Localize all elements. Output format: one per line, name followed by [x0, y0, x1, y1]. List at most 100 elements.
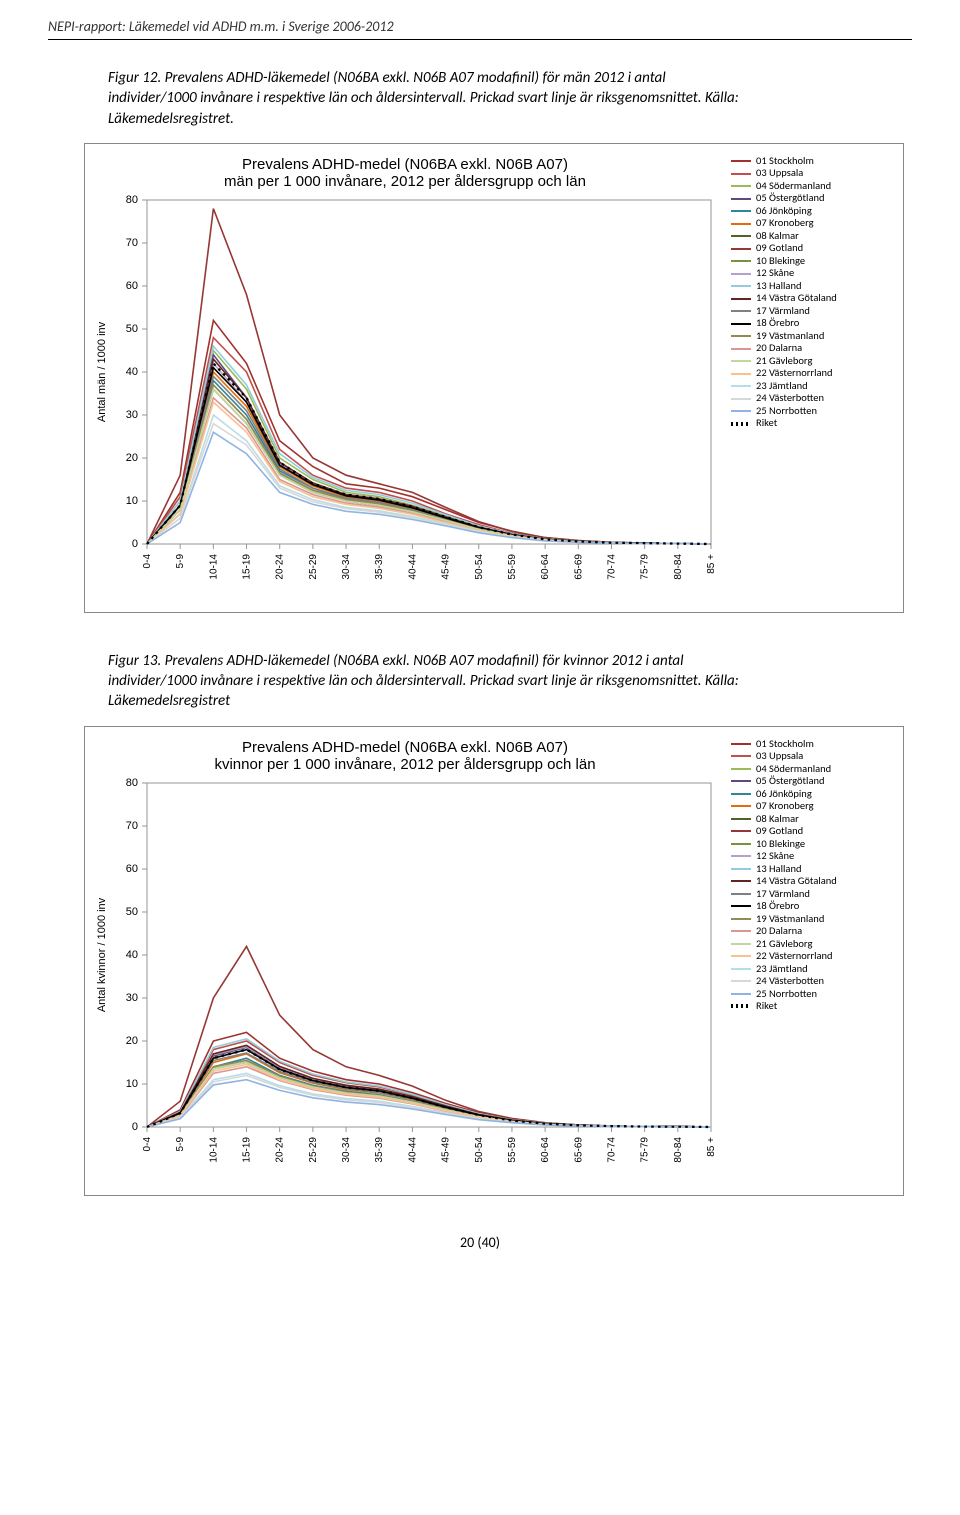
- legend-swatch: [731, 780, 751, 782]
- legend-swatch: [731, 173, 751, 175]
- legend-item: 22 Västernorrland: [731, 368, 893, 379]
- legend-label: 04 Södermanland: [756, 764, 831, 775]
- svg-text:85 +: 85 +: [706, 554, 717, 574]
- legend-swatch: [731, 743, 751, 745]
- svg-text:5-9: 5-9: [175, 553, 186, 568]
- legend-label: 20 Dalarna: [756, 343, 802, 354]
- legend-item: 14 Västra Götaland: [731, 293, 893, 304]
- legend-label: 19 Västmanland: [756, 331, 824, 342]
- legend-item: 07 Kronoberg: [731, 801, 893, 812]
- legend-label: 22 Västernorrland: [756, 368, 833, 379]
- legend-label: 04 Södermanland: [756, 181, 831, 192]
- svg-text:40: 40: [126, 949, 138, 961]
- svg-text:10: 10: [126, 1078, 138, 1090]
- legend-label: 21 Gävleborg: [756, 939, 812, 950]
- legend-label: 01 Stockholm: [756, 739, 814, 750]
- svg-text:40: 40: [126, 366, 138, 378]
- figure-12-caption: Figur 12. Prevalens ADHD-läkemedel (N06B…: [108, 68, 748, 129]
- legend-item: 17 Värmland: [731, 889, 893, 900]
- svg-text:20: 20: [126, 1035, 138, 1047]
- svg-text:35-39: 35-39: [374, 1136, 385, 1162]
- svg-text:20-24: 20-24: [275, 553, 286, 579]
- legend-item: 23 Jämtland: [731, 964, 893, 975]
- figure-13-title: Prevalens ADHD-medel (N06BA exkl. N06B A…: [85, 727, 725, 775]
- legend-label: 10 Blekinge: [756, 839, 805, 850]
- legend-item: 08 Kalmar: [731, 231, 893, 242]
- legend-swatch: [731, 348, 751, 350]
- chart-title-line1: Prevalens ADHD-medel (N06BA exkl. N06B A…: [242, 156, 568, 173]
- legend-swatch: [731, 880, 751, 882]
- legend-item: 24 Västerbotten: [731, 976, 893, 987]
- legend-label: Riket: [756, 1001, 777, 1012]
- legend-label: 05 Östergötland: [756, 193, 825, 204]
- legend-item: 14 Västra Götaland: [731, 876, 893, 887]
- legend-label: 17 Värmland: [756, 306, 810, 317]
- svg-text:30: 30: [126, 409, 138, 421]
- svg-text:45-49: 45-49: [441, 553, 452, 579]
- legend-swatch: [731, 930, 751, 932]
- legend-label: 22 Västernorrland: [756, 951, 833, 962]
- svg-text:75-79: 75-79: [640, 553, 651, 579]
- legend-swatch: [731, 422, 751, 426]
- legend-swatch: [731, 1004, 751, 1008]
- legend-item: 20 Dalarna: [731, 343, 893, 354]
- legend-item: 08 Kalmar: [731, 814, 893, 825]
- legend-swatch: [731, 410, 751, 412]
- legend-item: 13 Halland: [731, 864, 893, 875]
- legend-swatch: [731, 373, 751, 375]
- legend-item: 18 Örebro: [731, 318, 893, 329]
- legend-label: 14 Västra Götaland: [756, 293, 837, 304]
- legend-swatch: [731, 955, 751, 957]
- legend-item: 09 Gotland: [731, 243, 893, 254]
- legend-label: 12 Skåne: [756, 851, 794, 862]
- legend-item: 07 Kronoberg: [731, 218, 893, 229]
- legend-swatch: [731, 298, 751, 300]
- legend-label: 09 Gotland: [756, 826, 803, 837]
- figure-12-title: Prevalens ADHD-medel (N06BA exkl. N06B A…: [85, 144, 725, 192]
- svg-text:85 +: 85 +: [706, 1136, 717, 1156]
- legend-item: 06 Jönköping: [731, 789, 893, 800]
- legend-label: 25 Norrbotten: [756, 406, 817, 417]
- legend-item: 24 Västerbotten: [731, 393, 893, 404]
- svg-text:60-64: 60-64: [540, 553, 551, 579]
- svg-text:10-14: 10-14: [208, 1136, 219, 1162]
- legend-item: 25 Norrbotten: [731, 406, 893, 417]
- legend-swatch: [731, 235, 751, 237]
- legend-item: 17 Värmland: [731, 306, 893, 317]
- legend-item: 21 Gävleborg: [731, 356, 893, 367]
- svg-text:20: 20: [126, 452, 138, 464]
- figure-13-caption: Figur 13. Prevalens ADHD-läkemedel (N06B…: [108, 651, 748, 712]
- legend-swatch: [731, 248, 751, 250]
- legend-swatch: [731, 223, 751, 225]
- svg-text:60-64: 60-64: [540, 1136, 551, 1162]
- legend-swatch: [731, 805, 751, 807]
- header-rule: [48, 39, 912, 40]
- svg-text:0-4: 0-4: [142, 1136, 153, 1151]
- legend-item: 05 Östergötland: [731, 193, 893, 204]
- svg-text:65-69: 65-69: [573, 1136, 584, 1162]
- legend-label: 12 Skåne: [756, 268, 794, 279]
- legend-swatch: [731, 905, 751, 907]
- legend-item: 20 Dalarna: [731, 926, 893, 937]
- legend-item: 10 Blekinge: [731, 256, 893, 267]
- legend-swatch: [731, 968, 751, 970]
- svg-text:60: 60: [126, 863, 138, 875]
- legend-label: 23 Jämtland: [756, 381, 808, 392]
- legend-item: 22 Västernorrland: [731, 951, 893, 962]
- legend-item: 25 Norrbotten: [731, 989, 893, 1000]
- legend-item: 01 Stockholm: [731, 156, 893, 167]
- legend-swatch: [731, 868, 751, 870]
- figure-12: Prevalens ADHD-medel (N06BA exkl. N06B A…: [84, 143, 904, 613]
- legend-item: 21 Gävleborg: [731, 939, 893, 950]
- svg-text:25-29: 25-29: [308, 1136, 319, 1162]
- legend-item: 03 Uppsala: [731, 168, 893, 179]
- page-number: 20 (40): [48, 1234, 912, 1251]
- chart-title-line1-b: Prevalens ADHD-medel (N06BA exkl. N06B A…: [242, 739, 568, 756]
- legend-swatch: [731, 185, 751, 187]
- legend-item: 10 Blekinge: [731, 839, 893, 850]
- svg-text:35-39: 35-39: [374, 553, 385, 579]
- svg-text:15-19: 15-19: [242, 553, 253, 579]
- legend-item: 03 Uppsala: [731, 751, 893, 762]
- legend-swatch: [731, 843, 751, 845]
- svg-text:40-44: 40-44: [407, 553, 418, 579]
